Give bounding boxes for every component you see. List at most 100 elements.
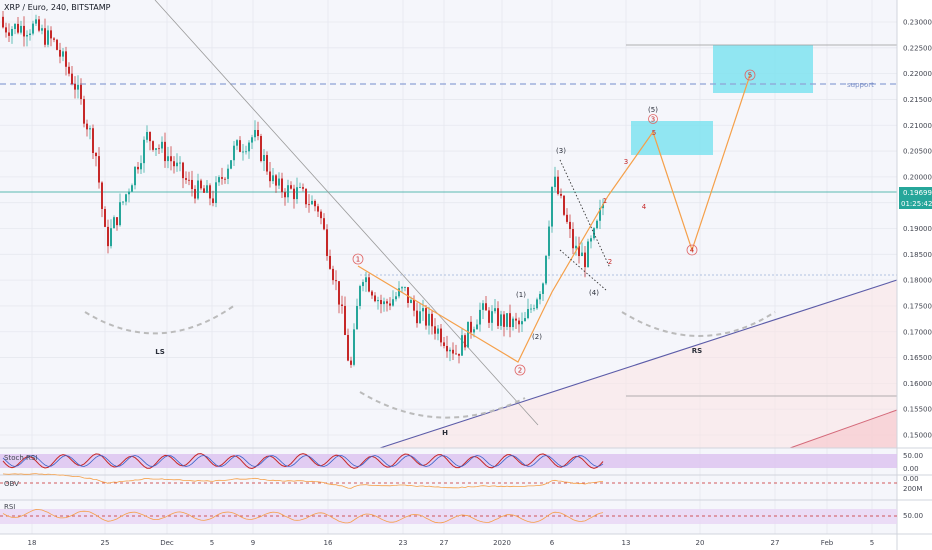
candle-body — [479, 309, 481, 325]
mini-wave-1: 1 — [603, 197, 607, 205]
candle-body — [149, 132, 151, 142]
candle-body — [332, 268, 334, 281]
candle-body — [29, 33, 31, 35]
time-tick-label: 5 — [870, 539, 874, 547]
time-tick-label: 6 — [550, 539, 555, 547]
time-tick-label: 9 — [251, 539, 255, 547]
candle-body — [347, 334, 349, 361]
candle-body — [464, 335, 466, 348]
candle-body — [551, 186, 553, 227]
candle-body — [68, 66, 70, 74]
wave-2-label: 2 — [518, 367, 522, 375]
candle-body — [89, 128, 91, 130]
candle-body — [422, 308, 424, 312]
candle-body — [587, 241, 589, 268]
price-axis[interactable]: 0.23000 0.22500 0.22000 0.21500 0.21000 0.205… — [903, 19, 932, 440]
time-tick-label: Dec — [160, 539, 174, 547]
candle-body — [194, 189, 196, 199]
candle-body — [386, 301, 388, 304]
candle-body — [56, 39, 58, 50]
candle-body — [170, 156, 172, 162]
candle-body — [530, 308, 532, 310]
candle-body — [419, 311, 421, 324]
wave-5-marker — [744, 69, 756, 81]
time-axis[interactable]: 18 25 Dec 5 9 16 23 27 2020 6 13 20 27 Feb 5 — [28, 539, 875, 547]
candle-body — [200, 180, 202, 189]
candle-body — [500, 314, 502, 326]
time-tick-label: 27 — [440, 539, 449, 547]
candle-body — [242, 151, 244, 153]
channel-upper — [559, 159, 611, 269]
wave-path-past — [357, 195, 609, 363]
candle-body — [335, 280, 337, 282]
candle-body — [218, 177, 220, 183]
rsi-label: RSI — [4, 503, 15, 511]
candle-body — [23, 25, 25, 37]
stoch-k-line — [2, 453, 604, 470]
candle-body — [467, 321, 469, 348]
candle-body — [578, 245, 580, 257]
mini-wave-3: 3 — [624, 158, 628, 166]
candle-body — [260, 136, 262, 161]
candle-body — [302, 187, 304, 189]
candle-body — [161, 141, 163, 149]
candle-body — [461, 335, 463, 356]
candle-body — [521, 321, 523, 325]
candle-body — [53, 38, 55, 40]
candle-body — [590, 238, 592, 242]
price-tick-label: 0.15500 — [903, 406, 932, 414]
candle-body — [509, 313, 511, 328]
candle-body — [413, 299, 415, 311]
candle-body — [518, 320, 520, 325]
candle-body — [305, 188, 307, 205]
price-tick-label: 0.19000 — [903, 225, 932, 233]
candle-body — [584, 252, 586, 268]
candle-body — [254, 129, 256, 138]
candle-body — [308, 204, 310, 206]
price-tick-label: 0.17000 — [903, 328, 932, 336]
candle-body — [482, 303, 484, 310]
candle-body — [560, 193, 562, 196]
candle-body — [311, 200, 313, 205]
candle-body — [212, 198, 214, 204]
price-tick-label: 0.18000 — [903, 277, 932, 285]
wave-path-projection — [607, 74, 751, 252]
candle-body — [119, 202, 121, 226]
time-tick-label: 18 — [28, 539, 37, 547]
candle-body — [317, 206, 319, 212]
sub-wave-2: (2) — [532, 333, 542, 341]
lower-rising-line — [789, 409, 898, 449]
current-price-tag — [899, 187, 932, 198]
candle-body — [59, 49, 61, 57]
candle-body — [434, 326, 436, 334]
price-tick-label: 0.22000 — [903, 70, 932, 78]
candle-body — [209, 185, 211, 199]
candle-body — [326, 229, 328, 256]
candle-body — [572, 229, 574, 249]
candle-body — [236, 140, 238, 146]
candle-body — [368, 277, 370, 292]
time-tick-label: 16 — [324, 539, 333, 547]
candle-body — [596, 220, 598, 229]
candle-body — [284, 192, 286, 198]
candle-body — [428, 313, 430, 326]
candle-body — [71, 73, 73, 85]
wave-1-marker — [352, 253, 364, 265]
stoch-tick-0: 0.00 — [903, 465, 919, 473]
candle-body — [377, 300, 379, 302]
candle-body — [359, 286, 361, 306]
candle-body — [191, 179, 193, 190]
obv-line — [2, 473, 604, 489]
candle-body — [8, 32, 10, 36]
candle-body — [143, 139, 145, 164]
price-axis-bg[interactable] — [897, 0, 932, 550]
mini-wave-5: 5 — [652, 129, 656, 137]
countdown-text: 01:25:42 — [901, 200, 932, 208]
candle-body — [557, 176, 559, 194]
candle-body — [425, 308, 427, 326]
candle-body — [134, 166, 136, 186]
target-zone-lower — [631, 121, 713, 155]
candle-body — [47, 30, 49, 45]
